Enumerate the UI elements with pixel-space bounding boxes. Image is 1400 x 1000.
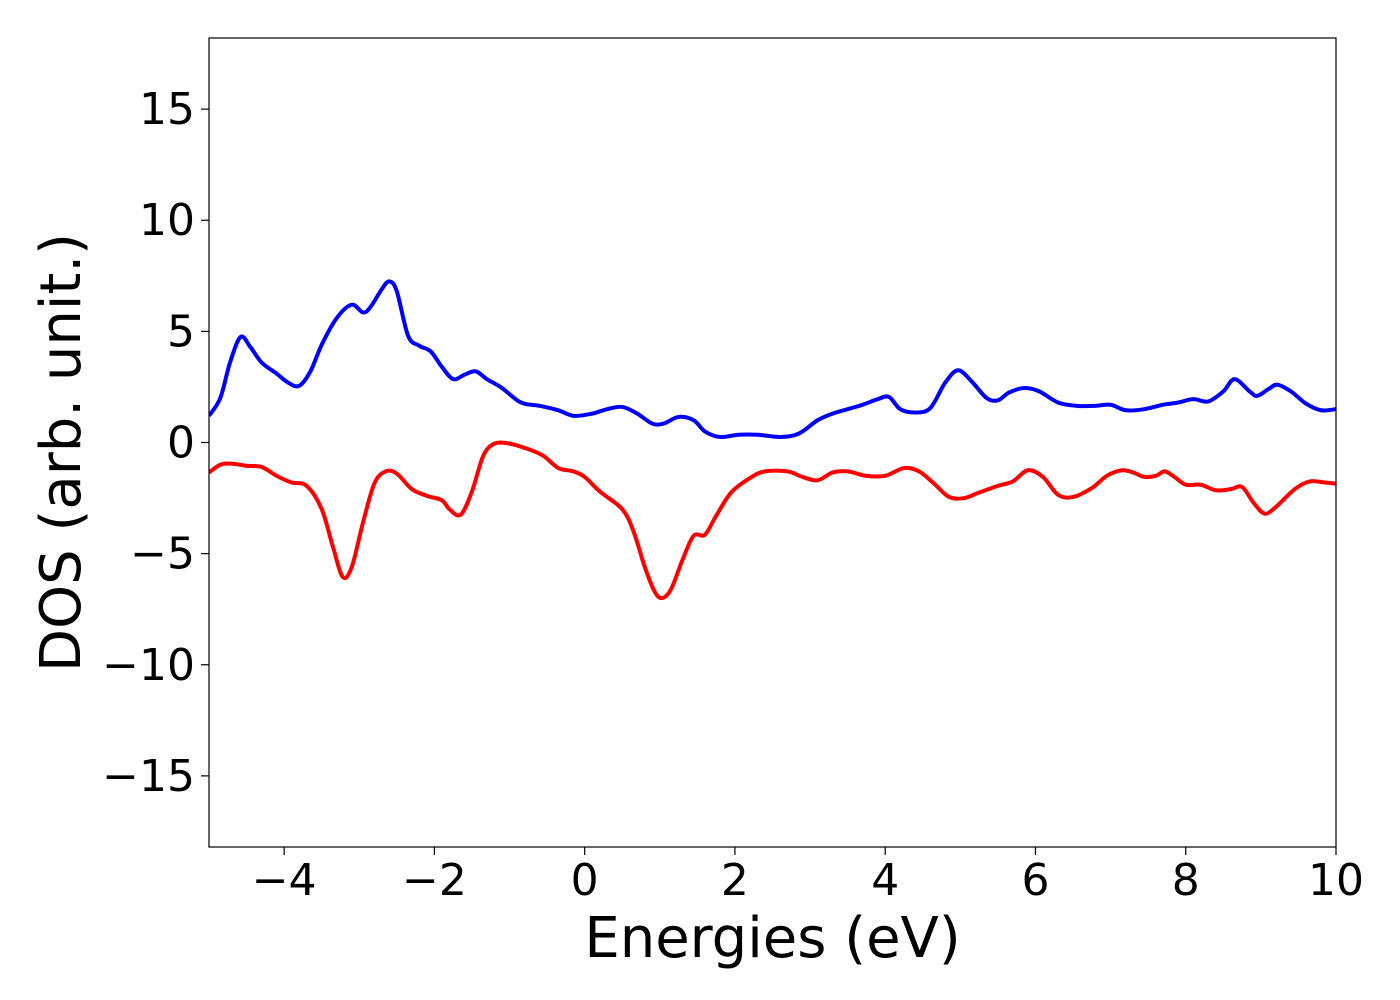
y-axis: 15 10 5 0 −5 −10 −15	[102, 84, 209, 802]
plot-area	[209, 279, 1336, 601]
x-axis-label: Energies (eV)	[584, 906, 960, 971]
dos-series-red-line	[209, 440, 1336, 601]
x-axis: −4 −2 0 2 4 6 8 10	[252, 847, 1364, 906]
x-tick-label: 10	[1308, 855, 1364, 906]
y-tick-label: 10	[139, 195, 195, 246]
y-tick-label: −15	[102, 751, 195, 802]
y-tick-label: 15	[139, 84, 195, 135]
x-tick-label: 8	[1172, 855, 1200, 906]
y-tick-label: 0	[167, 418, 195, 469]
x-tick-label: 0	[571, 855, 599, 906]
x-tick-label: 4	[871, 855, 899, 906]
x-tick-label: −2	[402, 855, 467, 906]
y-tick-label: −10	[102, 640, 195, 691]
x-tick-label: −4	[252, 855, 317, 906]
y-tick-label: 5	[167, 306, 195, 357]
dos-series-blue-line	[209, 279, 1336, 440]
y-tick-label: −5	[130, 529, 195, 580]
x-tick-label: 6	[1021, 855, 1049, 906]
x-tick-label: 2	[721, 855, 749, 906]
plot-frame	[208, 37, 1337, 848]
y-axis-label: DOS (arb. unit.)	[29, 233, 94, 672]
